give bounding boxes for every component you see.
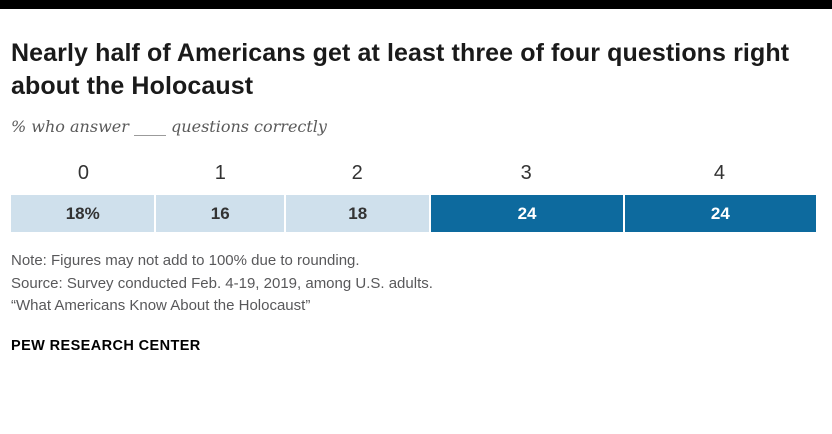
bar-segment-3: 24: [431, 195, 623, 232]
pew-research-center-wordmark: PEW RESEARCH CENTER: [11, 337, 201, 354]
bar-segment-2: 18: [285, 195, 430, 232]
report-title-line: “What Americans Know About the Holocaust…: [11, 297, 311, 314]
bar-segment-1: 16: [156, 195, 284, 232]
top-rule: [0, 0, 832, 9]
category-label-4: 4: [713, 162, 725, 184]
chart-title: Nearly half of Americans get at least th…: [11, 39, 790, 100]
category-label-2: 2: [351, 162, 363, 184]
bar-segment-4: 24: [624, 195, 816, 232]
stacked-bar-chart: 0 1 2 3 4 18% 16 18 24 24: [11, 162, 816, 232]
source-line: Source: Survey conducted Feb. 4-19, 2019…: [11, 274, 433, 292]
stacked-bar: 18% 16 18 24 24: [11, 195, 816, 232]
bar-segment-0: 18%: [11, 195, 155, 232]
category-label-0: 0: [77, 162, 90, 184]
note-line: Note: Figures may not add to 100% due to…: [11, 252, 360, 269]
chart-subtitle: % who answer ____ questions correctly: [11, 117, 327, 136]
chart-notes: Note: Figures may not add to 100% due to…: [11, 250, 816, 318]
category-label-1: 1: [214, 162, 226, 184]
category-label-3: 3: [520, 162, 532, 184]
category-axis: 0 1 2 3 4: [11, 162, 816, 185]
